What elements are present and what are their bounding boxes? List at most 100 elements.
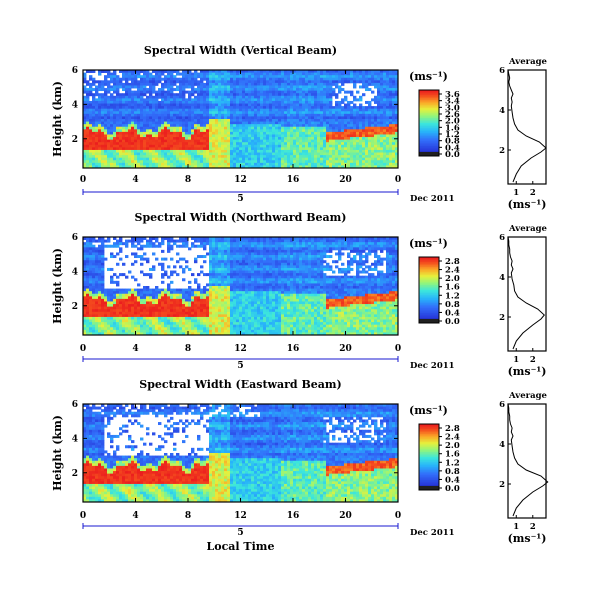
y-tick-label: 6 bbox=[72, 66, 78, 76]
average-y-tick-label: 6 bbox=[499, 66, 505, 76]
x-tick-label: 0 bbox=[395, 175, 401, 185]
y-axis-label: Height (km) bbox=[51, 81, 64, 157]
x-tick-label: 8 bbox=[185, 344, 191, 354]
colorbar-tick-label: 3.6 bbox=[445, 90, 460, 100]
average-title: Average bbox=[508, 57, 548, 67]
x-tick-label: 16 bbox=[287, 511, 300, 521]
date-start-label: 5 bbox=[237, 194, 243, 204]
heatmap-0 bbox=[83, 70, 399, 169]
average-title: Average bbox=[508, 391, 548, 401]
y-tick-label: 2 bbox=[72, 469, 78, 479]
x-tick-label: 4 bbox=[132, 175, 138, 185]
average-y-tick-label: 2 bbox=[499, 480, 505, 490]
average-frame bbox=[507, 403, 547, 519]
x-tick-label: 0 bbox=[395, 344, 401, 354]
y-tick-label: 4 bbox=[72, 100, 78, 110]
colorbar-tick-label: 1.2 bbox=[445, 291, 460, 301]
x-tick-label: 4 bbox=[132, 344, 138, 354]
average-frame bbox=[507, 69, 547, 185]
average-x-tick-label: 1 bbox=[513, 522, 519, 532]
y-tick-label: 2 bbox=[72, 302, 78, 312]
y-tick-label: 6 bbox=[72, 400, 78, 410]
colorbar-tick-label: 2.8 bbox=[445, 424, 460, 434]
y-tick-label: 4 bbox=[72, 434, 78, 444]
colorbar-tick-label: 0.8 bbox=[445, 467, 460, 477]
x-tick-label: 0 bbox=[80, 175, 86, 185]
colorbar-tick-label: 2.4 bbox=[445, 433, 460, 443]
colorbar-tick-label: 1.6 bbox=[445, 450, 460, 460]
colorbar-tick-label: 2.0 bbox=[445, 117, 460, 127]
colorbar bbox=[419, 90, 439, 157]
x-tick-label: 0 bbox=[80, 344, 86, 354]
colorbar-tick-label: 2.8 bbox=[445, 257, 460, 267]
average-y-tick-label: 4 bbox=[499, 440, 505, 450]
colorbar-tick-label: 1.2 bbox=[445, 458, 460, 468]
colorbar-tick-label: 0.8 bbox=[445, 137, 460, 147]
x-tick-label: 12 bbox=[234, 175, 247, 185]
average-y-tick-label: 4 bbox=[499, 273, 505, 283]
y-tick-label: 4 bbox=[72, 267, 78, 277]
average-x-label: (ms⁻¹) bbox=[508, 365, 547, 378]
date-end-label: Dec 2011 bbox=[410, 361, 455, 371]
x-tick-label: 8 bbox=[185, 175, 191, 185]
average-y-tick-label: 6 bbox=[499, 233, 505, 243]
average-x-tick-label: 2 bbox=[530, 355, 536, 365]
colorbar-tick-label: 0.4 bbox=[445, 308, 460, 318]
average-profile-line bbox=[507, 69, 547, 183]
plot-title: Spectral Width (Eastward Beam) bbox=[139, 378, 341, 391]
colorbar-frame bbox=[418, 89, 440, 157]
plot-title: Spectral Width (Vertical Beam) bbox=[144, 44, 337, 57]
x-tick-label: 16 bbox=[287, 175, 300, 185]
x-tick-label: 20 bbox=[339, 344, 352, 354]
average-x-tick-label: 1 bbox=[513, 188, 519, 198]
average-title: Average bbox=[508, 224, 548, 234]
x-tick-label: 16 bbox=[287, 344, 300, 354]
date-start-label: 5 bbox=[237, 361, 243, 371]
colorbar-label: (ms⁻¹) bbox=[409, 237, 448, 250]
colorbar-tick-label: 1.2 bbox=[445, 130, 460, 140]
colorbar-tick-label: 0.0 bbox=[445, 484, 460, 494]
colorbar-tick-label: 1.6 bbox=[445, 123, 460, 133]
average-frame bbox=[507, 236, 547, 352]
average-profile-line bbox=[507, 403, 549, 517]
colorbar-tick-label: 1.6 bbox=[445, 283, 460, 293]
colorbar-tick-label: 0.0 bbox=[445, 317, 460, 327]
colorbar-label: (ms⁻¹) bbox=[409, 404, 448, 417]
x-tick-label: 20 bbox=[339, 175, 352, 185]
average-x-tick-label: 2 bbox=[530, 522, 536, 532]
colorbar bbox=[419, 257, 439, 324]
average-x-label: (ms⁻¹) bbox=[508, 198, 547, 211]
average-x-tick-label: 2 bbox=[530, 188, 536, 198]
colorbar-tick-label: 0.4 bbox=[445, 143, 460, 153]
average-y-tick-label: 2 bbox=[499, 146, 505, 156]
y-tick-label: 6 bbox=[72, 233, 78, 243]
heatmap-2 bbox=[83, 404, 399, 503]
x-tick-label: 4 bbox=[132, 511, 138, 521]
date-end-label: Dec 2011 bbox=[410, 194, 455, 204]
colorbar-frame bbox=[418, 423, 440, 491]
colorbar-tick-label: 3.0 bbox=[445, 103, 460, 113]
y-axis-label: Height (km) bbox=[51, 248, 64, 324]
colorbar-tick-label: 0.8 bbox=[445, 300, 460, 310]
x-tick-label: 12 bbox=[234, 344, 247, 354]
x-axis-label: Local Time bbox=[207, 540, 275, 553]
colorbar-tick-label: 2.6 bbox=[445, 110, 460, 120]
colorbar-tick-label: 0.4 bbox=[445, 475, 460, 485]
colorbar-tick-label: 2.0 bbox=[445, 441, 460, 451]
colorbar bbox=[419, 424, 439, 491]
average-x-label: (ms⁻¹) bbox=[508, 532, 547, 545]
colorbar-label: (ms⁻¹) bbox=[409, 70, 448, 83]
date-start-label: 5 bbox=[237, 528, 243, 538]
date-end-label: Dec 2011 bbox=[410, 528, 455, 538]
colorbar-frame bbox=[418, 256, 440, 324]
heatmap-1 bbox=[83, 237, 399, 336]
x-tick-label: 0 bbox=[395, 511, 401, 521]
average-profile-line bbox=[507, 236, 545, 350]
x-tick-label: 12 bbox=[234, 511, 247, 521]
colorbar-tick-label: 3.4 bbox=[445, 97, 460, 107]
x-tick-label: 8 bbox=[185, 511, 191, 521]
average-y-tick-label: 2 bbox=[499, 313, 505, 323]
y-axis-label: Height (km) bbox=[51, 415, 64, 491]
colorbar-tick-label: 2.0 bbox=[445, 274, 460, 284]
